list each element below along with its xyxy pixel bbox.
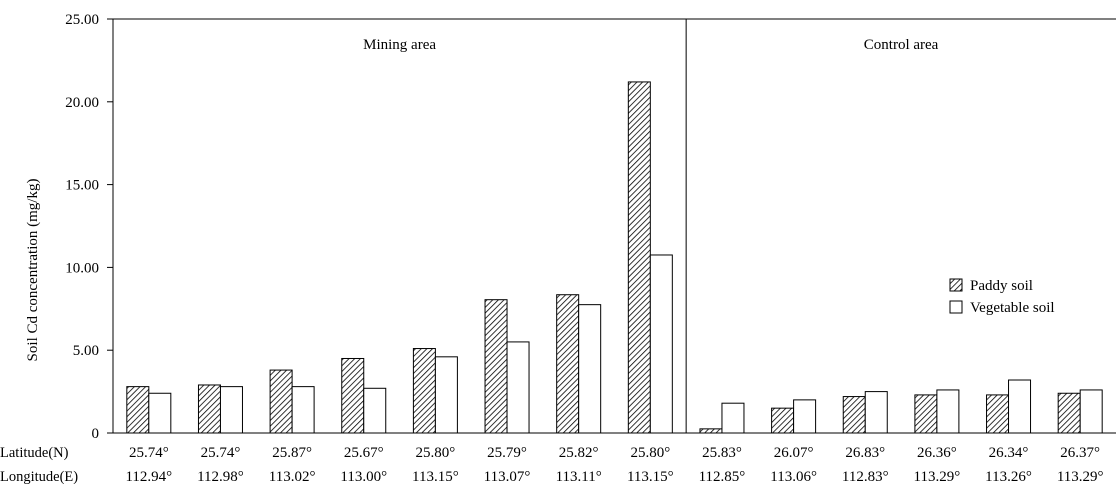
vegetable-soil-swatch bbox=[949, 300, 963, 314]
legend-label: Paddy soil bbox=[970, 278, 1033, 294]
area-label: Control area bbox=[864, 37, 939, 53]
longitude-label: 113.00° bbox=[340, 469, 387, 484]
vegetable-soil-bar bbox=[721, 402, 745, 434]
latitude-label: 25.67° bbox=[344, 445, 384, 461]
vegetable-soil-bar bbox=[1008, 379, 1032, 434]
latitude-label: 25.80° bbox=[630, 445, 670, 461]
vegetable-soil-bar bbox=[219, 386, 243, 434]
paddy-soil-bar bbox=[986, 394, 1010, 434]
latitude-row-label: Latitude(N) bbox=[0, 445, 69, 461]
y-tick-label: 25.00 bbox=[65, 12, 99, 28]
latitude-label: 25.83° bbox=[702, 445, 742, 461]
vegetable-soil-bar bbox=[578, 304, 602, 434]
longitude-label: 112.98° bbox=[197, 469, 244, 484]
longitude-label: 112.94° bbox=[125, 469, 172, 484]
vegetable-soil-bar bbox=[148, 392, 172, 434]
longitude-row-label: Longitude(E) bbox=[0, 469, 78, 484]
paddy-soil-bar bbox=[842, 396, 866, 434]
longitude-label: 113.11° bbox=[556, 469, 602, 484]
latitude-label: 25.79° bbox=[487, 445, 527, 461]
paddy-soil-bar bbox=[699, 428, 723, 434]
paddy-soil-bar bbox=[914, 394, 938, 434]
bar-series bbox=[126, 81, 1103, 434]
paddy-soil-bar bbox=[197, 384, 221, 434]
vegetable-soil-bar bbox=[363, 387, 387, 434]
vegetable-soil-bar bbox=[434, 356, 458, 434]
y-axis-title: Soil Cd concentration (mg/kg) bbox=[25, 179, 41, 362]
vegetable-soil-bar bbox=[864, 391, 888, 434]
vegetable-soil-bar bbox=[649, 254, 673, 434]
latitude-label: 25.82° bbox=[559, 445, 599, 461]
vegetable-soil-bar bbox=[291, 386, 315, 434]
y-axis-ticks: 0 5.00 10.00 15.00 20.00 25.00 bbox=[65, 12, 113, 442]
y-tick-label: 20.00 bbox=[65, 95, 99, 111]
longitude-label: 112.85° bbox=[699, 469, 746, 484]
latitude-label: 25.74° bbox=[201, 445, 241, 461]
paddy-soil-swatch bbox=[949, 278, 963, 292]
latitude-label: 26.37° bbox=[1060, 445, 1100, 461]
paddy-soil-bar bbox=[412, 348, 436, 434]
longitude-label: 113.02° bbox=[269, 469, 316, 484]
latitude-label: 26.36° bbox=[917, 445, 957, 461]
area-divisions: Mining area Control area bbox=[363, 19, 939, 433]
x-axis-labels: Latitude(N) Longitude(E) 25.74° 112.94° 25.7… bbox=[0, 445, 1104, 484]
paddy-soil-bar bbox=[269, 369, 293, 434]
y-tick-label: 0 bbox=[92, 426, 100, 442]
paddy-soil-bar bbox=[771, 407, 795, 434]
longitude-label: 113.29° bbox=[1057, 469, 1104, 484]
longitude-label: 113.07° bbox=[484, 469, 531, 484]
latitude-label: 25.80° bbox=[416, 445, 456, 461]
paddy-soil-bar bbox=[627, 81, 651, 434]
legend-label: Vegetable soil bbox=[970, 300, 1055, 316]
vegetable-soil-bar bbox=[1079, 389, 1103, 434]
paddy-soil-bar bbox=[341, 357, 365, 434]
latitude-label: 25.87° bbox=[272, 445, 312, 461]
vegetable-soil-bar bbox=[936, 389, 960, 434]
paddy-soil-bar bbox=[484, 299, 508, 434]
legend: Paddy soil Vegetable soil bbox=[949, 278, 1055, 316]
paddy-soil-bar bbox=[126, 386, 150, 434]
longitude-label: 112.83° bbox=[842, 469, 889, 484]
longitude-label: 113.29° bbox=[914, 469, 961, 484]
longitude-label: 113.15° bbox=[627, 469, 674, 484]
longitude-label: 113.15° bbox=[412, 469, 459, 484]
vegetable-soil-bar bbox=[793, 399, 817, 434]
longitude-label: 113.06° bbox=[770, 469, 817, 484]
vegetable-soil-bar bbox=[506, 341, 530, 434]
latitude-label: 25.74° bbox=[129, 445, 169, 461]
latitude-label: 26.07° bbox=[774, 445, 814, 461]
y-tick-label: 5.00 bbox=[73, 343, 99, 359]
paddy-soil-bar bbox=[556, 294, 580, 434]
y-tick-label: 15.00 bbox=[65, 178, 99, 194]
area-label: Mining area bbox=[363, 37, 436, 53]
y-tick-label: 10.00 bbox=[65, 260, 99, 276]
latitude-label: 26.83° bbox=[845, 445, 885, 461]
longitude-label: 113.26° bbox=[985, 469, 1032, 484]
latitude-label: 26.34° bbox=[989, 445, 1029, 461]
paddy-soil-bar bbox=[1057, 392, 1081, 434]
